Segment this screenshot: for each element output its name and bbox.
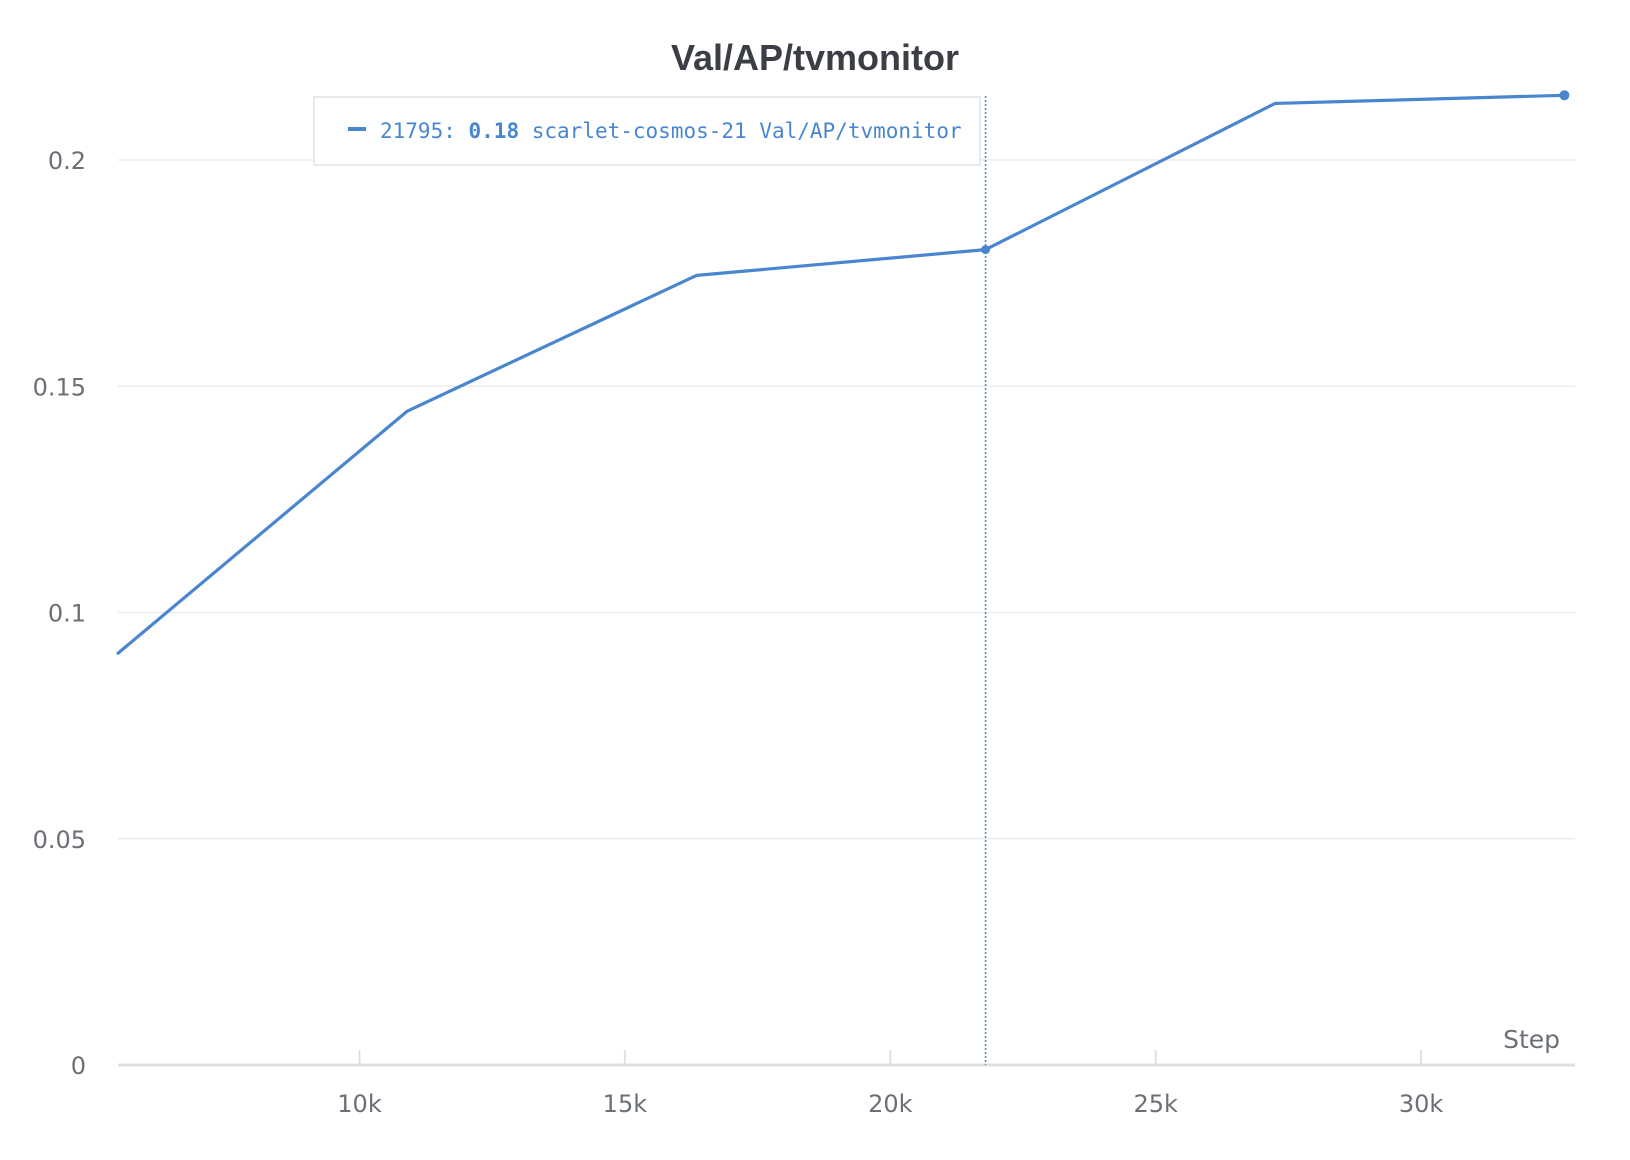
- x-tick-label: 25k: [1133, 1090, 1178, 1118]
- x-tick-label: 30k: [1399, 1090, 1444, 1118]
- series-line: [116, 93, 1566, 655]
- legend-value: 0.18: [469, 119, 520, 143]
- y-tick-label: 0.1: [48, 600, 86, 628]
- x-tick-label: 10k: [337, 1090, 382, 1118]
- hover-point: [981, 245, 991, 255]
- endpoint-marker: [1559, 90, 1570, 101]
- legend: 21795: 0.18 scarlet-cosmos-21 Val/AP/tvm…: [313, 96, 981, 166]
- legend-step: 21795:: [380, 119, 456, 143]
- x-tick-label: 15k: [603, 1090, 648, 1118]
- y-tick-label: 0.15: [33, 373, 86, 401]
- legend-box: [313, 96, 981, 166]
- x-axis-label: Step: [1503, 1025, 1560, 1054]
- legend-series-name: scarlet-cosmos-21 Val/AP/tvmonitor: [532, 119, 962, 143]
- y-tick-label: 0: [71, 1052, 86, 1080]
- chart-title: Val/AP/tvmonitor: [671, 37, 959, 78]
- series: [116, 90, 1570, 655]
- x-axis: 10k 15k 20k 25k 30k: [118, 1050, 1575, 1118]
- y-tick-label: 0.2: [48, 147, 86, 175]
- y-tick-label: 0.05: [33, 826, 86, 854]
- legend-entry: 21795: 0.18 scarlet-cosmos-21 Val/AP/tvm…: [380, 119, 962, 143]
- y-axis: 0 0.05 0.1 0.15 0.2: [33, 147, 86, 1080]
- x-tick-label: 20k: [868, 1090, 913, 1118]
